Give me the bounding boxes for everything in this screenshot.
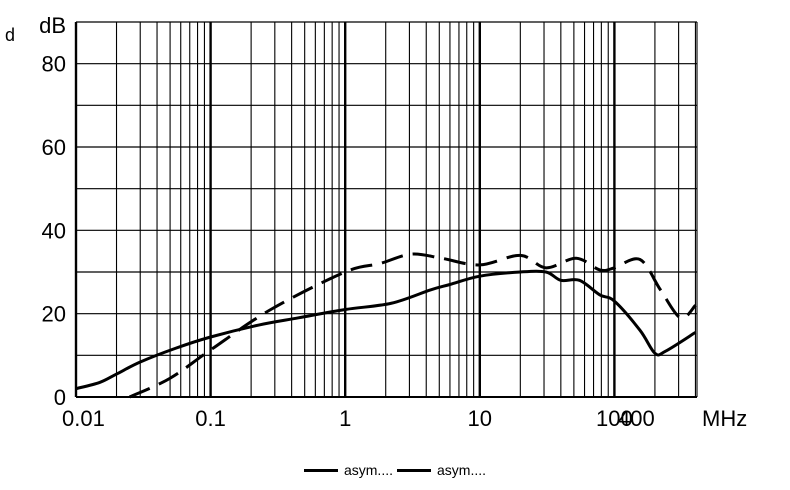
x-tick-label: 0.01: [62, 406, 105, 431]
y-unit-label: dB: [39, 13, 66, 38]
legend-label: asym....: [437, 462, 487, 478]
solid-curve: [75, 269, 697, 391]
x-tick-label: 0.1: [195, 406, 226, 431]
grid: [74, 21, 698, 398]
y-tick-label: 0: [54, 385, 66, 410]
legend-swatch-dashed: [397, 468, 431, 472]
curves: [75, 252, 697, 399]
y-tick-label: 20: [42, 302, 66, 327]
x-tick-label: 1: [339, 406, 351, 431]
x-unit-label: MHz: [702, 406, 747, 431]
legend-item-dashed: asym....: [397, 462, 486, 478]
legend: asym.... asym....: [0, 462, 790, 478]
y-tick-label: 40: [42, 218, 66, 243]
dashed-curve: [128, 252, 697, 399]
legend-swatch-solid: [303, 468, 338, 472]
legend-label: asym....: [343, 462, 393, 478]
y-tick-label: 60: [42, 135, 66, 160]
x-tick-label: 100: [596, 406, 633, 431]
x-tick-label: 400: [618, 406, 655, 431]
corner-label: d: [5, 25, 15, 45]
x-tick-label: 10: [468, 406, 492, 431]
legend-item-solid: asym....: [303, 462, 393, 478]
y-tick-label: 80: [42, 52, 66, 77]
